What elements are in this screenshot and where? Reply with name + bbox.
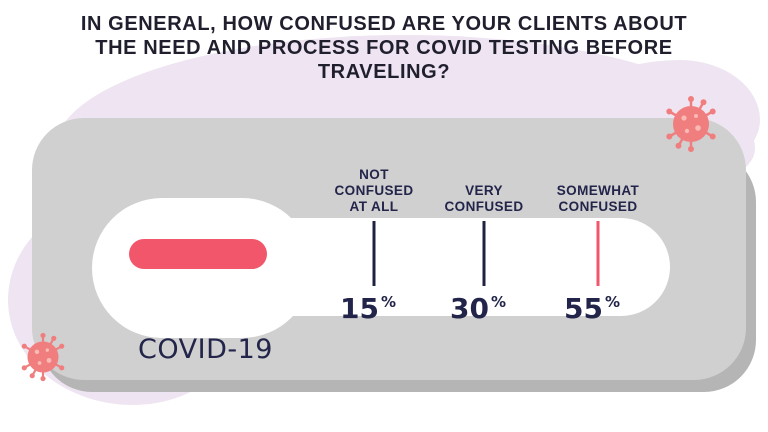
sample-indicator-bar (129, 239, 267, 269)
category-label: VERY (465, 183, 503, 198)
value-label: 15% (340, 292, 396, 325)
virus-icon (666, 96, 716, 152)
value-label: 55% (564, 292, 620, 325)
category-label: CONFUSED (445, 199, 524, 214)
category-label: SOMEWHAT (557, 183, 640, 198)
virus-icon (21, 332, 65, 382)
category-label: CONFUSED (335, 183, 414, 198)
category-label: CONFUSED (559, 199, 638, 214)
value-label: 30% (450, 292, 506, 325)
test-label: COVID-19 (138, 334, 273, 365)
category-label: NOT (359, 167, 389, 182)
chart-title: IN GENERAL, HOW CONFUSED ARE YOUR CLIENT… (80, 13, 688, 83)
category-label: AT ALL (350, 199, 399, 214)
